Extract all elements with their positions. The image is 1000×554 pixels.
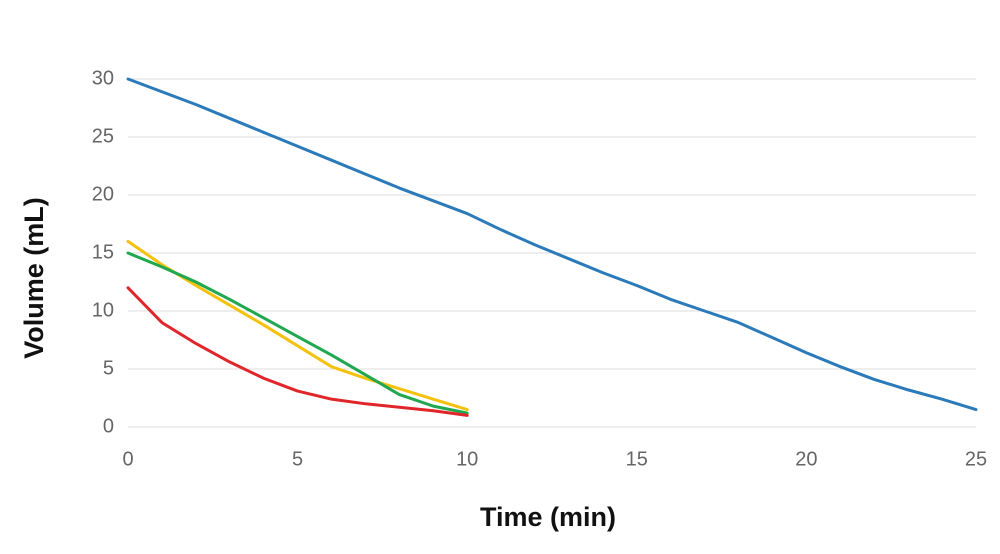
y-axis-title: Volume (mL) [19,197,49,359]
y-tick-label: 25 [92,125,114,147]
x-tick-label: 15 [626,448,648,470]
x-tick-label: 5 [292,448,303,470]
line [126,286,469,417]
x-tick-label: 10 [456,448,478,470]
y-tick-label: 5 [103,357,114,379]
line [126,251,469,415]
y-tick-label: 10 [92,299,114,321]
x-axis-title: Time (min) [480,502,616,532]
x-tick-label: 0 [122,448,133,470]
y-tick-label: 30 [92,67,114,89]
y-tick-label: 0 [103,415,114,437]
y-tick-label: 20 [92,183,114,205]
line [126,239,469,412]
x-tick-label: 20 [795,448,817,470]
y-tick-label: 15 [92,241,114,263]
x-tick-label: 25 [965,448,987,470]
line [126,77,978,412]
